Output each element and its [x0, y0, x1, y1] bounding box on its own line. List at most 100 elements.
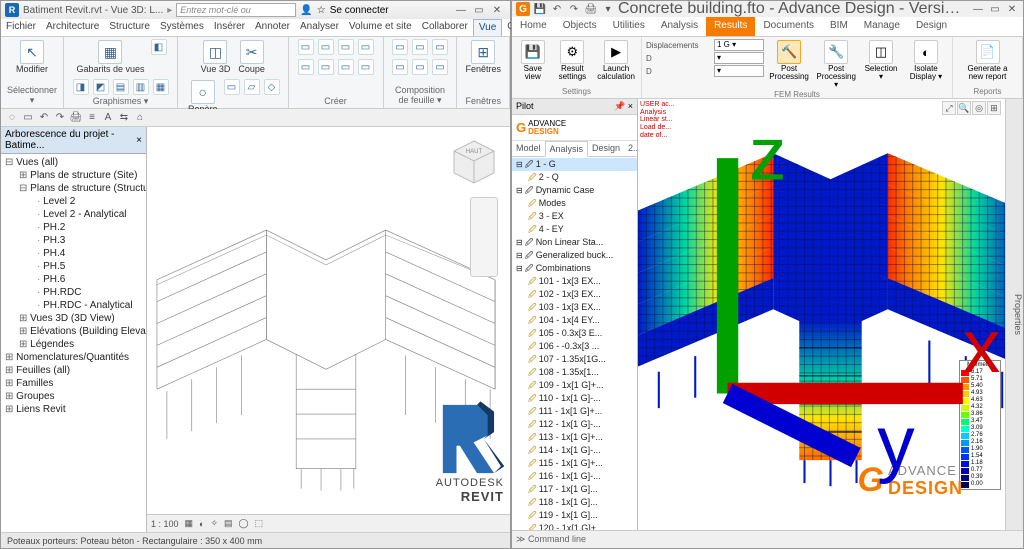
tree-item[interactable]: 111 - 1x[1 G]+...	[512, 405, 637, 418]
tree-item[interactable]: 120 - 1x[1 G]+...	[512, 522, 637, 530]
tree-item[interactable]: 109 - 1x[1 G]+...	[512, 379, 637, 392]
tree-item[interactable]: Non Linear Sta...	[512, 236, 637, 249]
ribbon-small-button[interactable]: ◩	[93, 79, 109, 95]
command-line[interactable]: Command line	[512, 530, 1023, 548]
tree-item[interactable]: Vues 3D (3D View)	[1, 312, 146, 325]
minimize-button[interactable]: —	[971, 2, 985, 16]
keyword-search-input[interactable]: Entrez mot-clé ou expression	[176, 3, 296, 17]
tree-item[interactable]: Modes	[512, 197, 637, 210]
tree-item[interactable]: 117 - 1x[1 G]...	[512, 483, 637, 496]
pilot-tab[interactable]: Analysis	[545, 141, 589, 157]
tree-item[interactable]: Plans de structure (Structu...	[1, 182, 146, 195]
vcb-icon[interactable]: ⬚	[255, 518, 264, 529]
tree-item[interactable]: 115 - 1x[1 G]+...	[512, 457, 637, 470]
ribbon-small-button[interactable]: ▭	[412, 39, 428, 55]
qat-icon[interactable]: ↶	[550, 2, 564, 16]
tree-item[interactable]: Combinations	[512, 262, 637, 275]
ribbon-button[interactable]: 🔨Post Processing	[767, 39, 811, 82]
tree-item[interactable]: 112 - 1x[1 G]-...	[512, 418, 637, 431]
tree-item[interactable]: 114 - 1x[1 G]-...	[512, 444, 637, 457]
tree-item[interactable]: PH.6	[1, 273, 146, 286]
viewcube[interactable]: HAUT	[448, 137, 500, 189]
close-icon[interactable]: ×	[136, 135, 142, 146]
pin-icon[interactable]: 📌 ×	[614, 101, 633, 112]
ribbon-small-button[interactable]: ▭	[298, 39, 314, 55]
tree-item[interactable]: PH.3	[1, 234, 146, 247]
qat-icon[interactable]: ↶	[37, 111, 51, 125]
qat-icon[interactable]: ≡	[85, 111, 99, 125]
vcb-icon[interactable]: ▦	[185, 518, 194, 529]
qat-icon[interactable]: ⌂	[133, 111, 147, 125]
ribbon-button[interactable]: 📄Generate a new report	[964, 39, 1012, 82]
tree-item[interactable]: PH.4	[1, 247, 146, 260]
qat-icon[interactable]: ⇆	[117, 111, 131, 125]
ribbon-tab[interactable]: Systèmes	[155, 19, 209, 36]
dropdown[interactable]: ▾	[714, 65, 764, 77]
pilot-tab[interactable]: Model	[512, 141, 545, 156]
qat-icon[interactable]: 🖨	[69, 111, 83, 125]
tree-item[interactable]: Familles	[1, 377, 146, 390]
ribbon-button[interactable]: ◫Selection ▾	[861, 39, 901, 82]
ribbon-tab[interactable]: Home	[512, 17, 555, 36]
ribbon-tab[interactable]: Vue	[473, 19, 502, 36]
ribbon-small-button[interactable]: ▤	[113, 79, 129, 95]
user-icon[interactable]: 👤	[300, 5, 312, 16]
ribbon-small-button[interactable]: ▭	[412, 59, 428, 75]
maximize-button[interactable]: ▭	[988, 2, 1002, 16]
tree-item[interactable]: 1 - G	[512, 158, 637, 171]
tree-item[interactable]: 105 - 0.3x[3 E...	[512, 327, 637, 340]
pilot-tab[interactable]: Design	[588, 141, 624, 156]
maximize-button[interactable]: ▭	[470, 5, 488, 16]
vcb-icon[interactable]: ✧	[210, 518, 218, 529]
ribbon-button[interactable]: 💾Save view	[516, 39, 550, 82]
ribbon-button[interactable]: 🔧Post Processing ▾	[814, 39, 858, 90]
tree-item[interactable]: Légendes	[1, 338, 146, 351]
ribbon-small-button[interactable]: ▭	[338, 39, 354, 55]
close-button[interactable]: ✕	[488, 5, 506, 16]
tree-item[interactable]: Elévations (Building Eleva...	[1, 325, 146, 338]
fem-viewport[interactable]: USER ac...AnalysisLinear st...Load de...…	[638, 99, 1023, 530]
close-button[interactable]: ✕	[1005, 2, 1019, 16]
tree-item[interactable]: PH.5	[1, 260, 146, 273]
ribbon-tab[interactable]: Utilities	[605, 17, 653, 36]
ribbon-tab[interactable]: Collaborer	[417, 19, 473, 36]
revit-3d-viewport[interactable]: HAUT AUTODESK REVIT 1 : 100 ▦◐ ✧▤ ◯⬚	[147, 127, 510, 532]
pilot-tabs[interactable]: ModelAnalysisDesign2...	[512, 141, 637, 157]
tree-item[interactable]: 116 - 1x[1 G]-...	[512, 470, 637, 483]
minimize-button[interactable]: —	[452, 5, 470, 16]
view-control-bar[interactable]: 1 : 100 ▦◐ ✧▤ ◯⬚	[147, 514, 510, 532]
tree-item[interactable]: Groupes	[1, 390, 146, 403]
ribbon-small-button[interactable]: ▭	[298, 59, 314, 75]
ribbon-small-button[interactable]: ▭	[358, 59, 374, 75]
tree-item[interactable]: PH.RDC - Analytical	[1, 299, 146, 312]
ribbon-tab[interactable]: Fichier	[1, 19, 41, 36]
tree-item[interactable]: 113 - 1x[1 G]+...	[512, 431, 637, 444]
ribbon-small-button[interactable]: ▭	[392, 59, 408, 75]
ribbon-tab[interactable]: Volume et site	[344, 19, 417, 36]
tree-item[interactable]: 106 - -0.3x[3 ...	[512, 340, 637, 353]
vcb-icon[interactable]: ◐	[199, 519, 204, 529]
ribbon-small-button[interactable]: ▭	[224, 79, 240, 95]
ribbon-small-button[interactable]: ▭	[432, 39, 448, 55]
ribbon-tab[interactable]: BIM	[822, 17, 856, 36]
ribbon-small-button[interactable]: ▭	[392, 39, 408, 55]
ribbon-tab[interactable]: Design	[908, 17, 955, 36]
qat-icon[interactable]: A	[101, 111, 115, 125]
ribbon-small-button[interactable]: ◇	[264, 79, 280, 95]
tree-item[interactable]: 3 - EX	[512, 210, 637, 223]
ribbon-small-button[interactable]: ▭	[432, 59, 448, 75]
ribbon-small-button[interactable]: ▭	[318, 59, 334, 75]
ribbon-button[interactable]: ↖Modifier	[14, 39, 50, 75]
ribbon-tab[interactable]: Objects	[555, 17, 605, 36]
tree-item[interactable]: Liens Revit	[1, 403, 146, 416]
ribbon-button[interactable]: ⊞Fenêtres	[463, 39, 503, 75]
navigation-bar[interactable]	[470, 197, 498, 277]
ribbon-tab[interactable]: Architecture	[41, 19, 104, 36]
ribbon-tab[interactable]: Annoter	[250, 19, 295, 36]
ribbon-button[interactable]: ✂Coupe	[236, 39, 267, 75]
tree-item[interactable]: 103 - 1x[3 EX...	[512, 301, 637, 314]
vcb-icon[interactable]: ◯	[239, 518, 249, 529]
tree-item[interactable]: Vues (all)	[1, 156, 146, 169]
ribbon-button[interactable]: ▶Launch calculation	[595, 39, 637, 82]
scale-value[interactable]: 1 : 100	[151, 519, 179, 529]
